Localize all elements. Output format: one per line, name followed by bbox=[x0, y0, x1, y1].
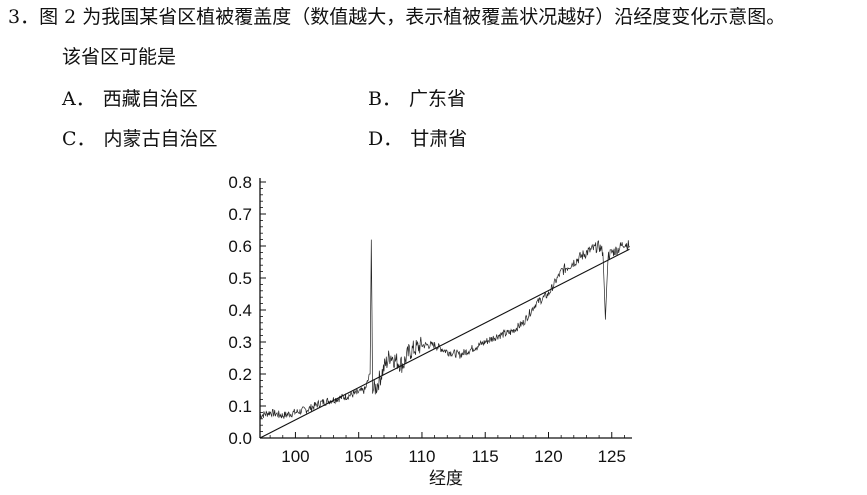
question-number: 3． bbox=[8, 6, 40, 28]
y-axis-ticks: 0.0 0.1 0.2 0.3 0.4 0.5 0.6 0.7 0.8 bbox=[228, 173, 266, 448]
x-tick-label: 100 bbox=[281, 447, 309, 466]
question-stem: 3．图 2 为我国某省区植被覆盖度（数值越大，表示植被覆盖状况越好）沿经度变化示… bbox=[8, 4, 785, 30]
y-tick-label: 0.5 bbox=[228, 269, 252, 288]
option-c[interactable]: C． 内蒙古自治区 bbox=[62, 126, 218, 152]
option-a-letter: A． bbox=[62, 88, 95, 110]
x-tick-label: 105 bbox=[345, 447, 373, 466]
x-axis-ticks: 100 105 110 115 120 125 bbox=[269, 432, 626, 466]
x-tick-label: 120 bbox=[534, 447, 562, 466]
option-c-text: 内蒙古自治区 bbox=[103, 128, 218, 150]
question-stem-line2: 该省区可能是 bbox=[62, 46, 177, 68]
chart-series bbox=[259, 239, 630, 439]
question-stem-line1: 图 2 为我国某省区植被覆盖度（数值越大，表示植被覆盖状况越好）沿经度变化示意图… bbox=[39, 6, 786, 28]
vegetation-coverage-chart: 0.0 0.1 0.2 0.3 0.4 0.5 0.6 0.7 0.8 100 105 110 115… bbox=[228, 173, 632, 489]
y-tick-label: 0.8 bbox=[228, 173, 252, 192]
x-axis-title: 经度 bbox=[429, 469, 463, 489]
x-tick-label: 110 bbox=[408, 447, 435, 466]
option-d-text: 甘肃省 bbox=[410, 128, 468, 150]
option-a-text: 西藏自治区 bbox=[102, 88, 198, 110]
option-a[interactable]: A． 西藏自治区 bbox=[62, 86, 198, 112]
option-b[interactable]: B． 广东省 bbox=[368, 86, 466, 112]
chart-axes bbox=[259, 178, 632, 439]
option-d-letter: D． bbox=[368, 128, 403, 150]
x-tick-label: 115 bbox=[472, 447, 499, 466]
x-tick-label: 125 bbox=[598, 447, 626, 466]
y-tick-label: 0.0 bbox=[228, 429, 252, 448]
option-b-text: 广东省 bbox=[408, 88, 466, 110]
y-tick-label: 0.6 bbox=[228, 237, 252, 256]
y-tick-label: 0.7 bbox=[228, 205, 252, 224]
option-c-letter: C． bbox=[62, 128, 96, 150]
trend-line bbox=[259, 248, 630, 439]
y-tick-label: 0.4 bbox=[228, 301, 252, 320]
y-tick-label: 0.1 bbox=[228, 397, 252, 416]
option-d[interactable]: D． 甘肃省 bbox=[368, 126, 467, 152]
option-b-letter: B． bbox=[368, 88, 401, 110]
coverage-series-line bbox=[259, 239, 630, 420]
y-tick-label: 0.3 bbox=[228, 333, 252, 352]
y-tick-label: 0.2 bbox=[228, 365, 252, 384]
